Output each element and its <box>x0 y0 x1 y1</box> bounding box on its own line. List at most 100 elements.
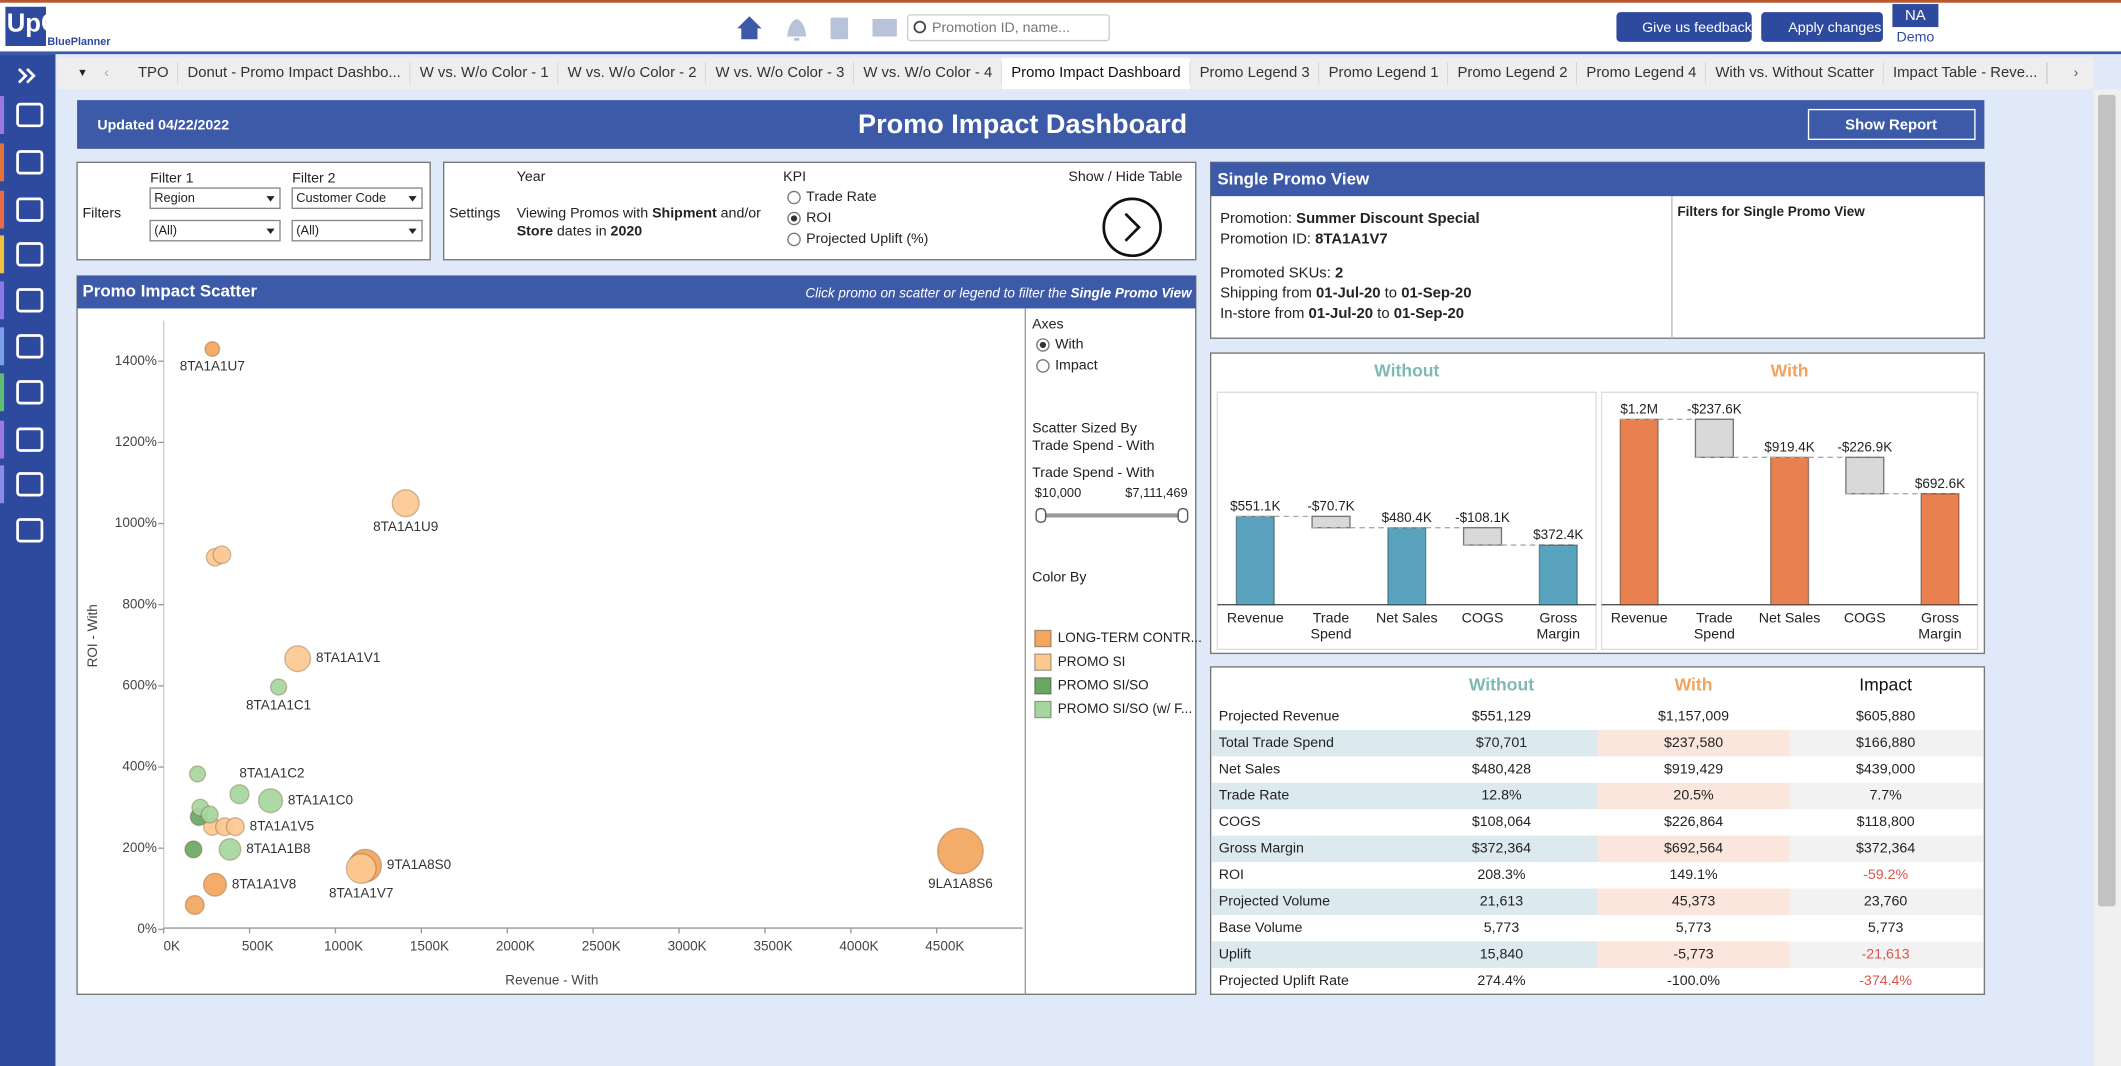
delta-bar <box>1845 456 1885 495</box>
promo-point[interactable] <box>184 840 203 859</box>
slider-handle[interactable] <box>1177 507 1189 523</box>
radio[interactable] <box>787 190 801 205</box>
dropdown[interactable] <box>149 219 281 242</box>
promo-point[interactable] <box>284 645 312 673</box>
tab[interactable] <box>1576 58 1706 90</box>
point-label: 8TA1A1B8 <box>246 841 310 856</box>
total-bar <box>1235 515 1275 606</box>
year-label: Year <box>517 169 546 185</box>
nav-icon[interactable] <box>16 334 44 359</box>
promo-point[interactable] <box>202 872 228 897</box>
promo-point[interactable] <box>225 817 245 837</box>
value-label: -$70.7K <box>1307 498 1354 513</box>
legend-swatch[interactable] <box>1034 629 1052 648</box>
dropdown[interactable] <box>291 219 423 242</box>
user-badge[interactable] <box>1892 4 1939 28</box>
tab[interactable] <box>705 58 854 90</box>
nav-icon[interactable] <box>16 242 44 267</box>
tab[interactable] <box>1001 58 1191 90</box>
legend-swatch[interactable] <box>1034 677 1052 695</box>
dropdown[interactable] <box>149 187 281 210</box>
radio[interactable] <box>787 232 801 247</box>
radio-label: ROI <box>806 210 831 226</box>
y-tick-label: 1200% <box>115 434 157 449</box>
promo-point[interactable] <box>184 894 205 916</box>
tab-prev[interactable]: ‹ <box>104 65 109 81</box>
mail-icon[interactable] <box>872 18 897 37</box>
cell: -21,613 <box>1862 946 1910 962</box>
promo-point[interactable] <box>257 788 284 814</box>
nav-strip <box>0 420 5 459</box>
feedback-button[interactable] <box>1616 12 1752 42</box>
promo-point[interactable] <box>229 784 250 805</box>
row-band <box>1212 729 1598 757</box>
nav-icon[interactable] <box>16 197 44 222</box>
nav-icon[interactable] <box>16 102 44 128</box>
viewing-line2: Store dates in 2020 <box>517 223 643 239</box>
row-band <box>1212 782 1598 810</box>
cell: -100.0% <box>1667 973 1720 989</box>
promo-point[interactable] <box>200 805 219 824</box>
row-label: Net Sales <box>1219 761 1281 777</box>
tab-next[interactable]: › <box>2074 65 2079 81</box>
radio-label: Impact <box>1055 358 1098 374</box>
promo-point[interactable] <box>345 852 377 885</box>
promo-point[interactable] <box>204 341 221 358</box>
show-report-button[interactable] <box>1807 108 1976 141</box>
category-label: Gross Margin <box>1918 610 1962 643</box>
x-tick-label: 1500K <box>410 939 449 954</box>
legend-swatch[interactable] <box>1034 700 1052 719</box>
scroll-thumb[interactable] <box>2098 94 2116 907</box>
viewing-line1: Viewing Promos with Shipment and/or <box>517 205 761 221</box>
row-band <box>1789 888 1984 915</box>
row-band <box>1212 835 1598 863</box>
nav-icon[interactable] <box>16 427 44 452</box>
user-initials: NA <box>1905 8 1926 24</box>
promo-point[interactable] <box>188 765 207 783</box>
bell-icon[interactable] <box>787 18 807 41</box>
point-label: 9TA1A8S0 <box>387 857 451 872</box>
scatter-header <box>77 275 1196 309</box>
text: to <box>1373 306 1394 322</box>
search-box[interactable] <box>906 14 1110 42</box>
legend-swatch[interactable] <box>1034 653 1052 671</box>
radio[interactable] <box>1036 359 1050 373</box>
tab[interactable] <box>1705 58 1884 90</box>
slider-handle[interactable] <box>1035 507 1047 523</box>
nav-icon[interactable] <box>16 472 44 497</box>
scatter-title: Promo Impact Scatter <box>83 282 258 301</box>
nav-icon[interactable] <box>16 150 44 175</box>
promo-point[interactable] <box>218 837 242 861</box>
show-report-label: Show Report <box>1845 118 1937 134</box>
promo-point[interactable] <box>936 827 984 875</box>
home-icon[interactable] <box>737 16 762 40</box>
legend-label[interactable]: PROMO SI <box>1058 654 1126 669</box>
legend-label[interactable]: PROMO SI/SO (w/ F... <box>1058 701 1192 716</box>
tab-menu[interactable]: ▼ <box>77 67 88 79</box>
cell: $372,364 <box>1472 841 1531 857</box>
cell: 274.4% <box>1477 973 1526 989</box>
nav-icon[interactable] <box>16 380 44 405</box>
nav-icon[interactable] <box>16 518 44 543</box>
tab[interactable] <box>410 58 559 90</box>
promo-point[interactable] <box>269 678 288 696</box>
tasks-icon[interactable] <box>830 17 849 40</box>
tab[interactable] <box>178 58 411 90</box>
nav-icon[interactable] <box>16 288 44 313</box>
tab[interactable] <box>853 58 1002 90</box>
promo-point[interactable] <box>212 545 232 565</box>
tab[interactable] <box>1319 58 1449 90</box>
tab[interactable] <box>128 58 179 90</box>
tab[interactable] <box>1448 58 1577 90</box>
dropdown[interactable] <box>291 187 423 210</box>
tab[interactable] <box>1883 58 2047 90</box>
legend-label[interactable]: PROMO SI/SO <box>1058 677 1149 692</box>
tab[interactable] <box>1190 58 1320 90</box>
legend-label[interactable]: LONG-TERM CONTR... <box>1058 630 1202 645</box>
expand-icon[interactable] <box>17 68 36 84</box>
apply-button[interactable] <box>1761 12 1883 42</box>
tab[interactable] <box>558 58 706 90</box>
toggle-table-button[interactable] <box>1102 197 1162 258</box>
promo-point[interactable] <box>391 489 420 518</box>
row-band <box>1597 835 1790 863</box>
